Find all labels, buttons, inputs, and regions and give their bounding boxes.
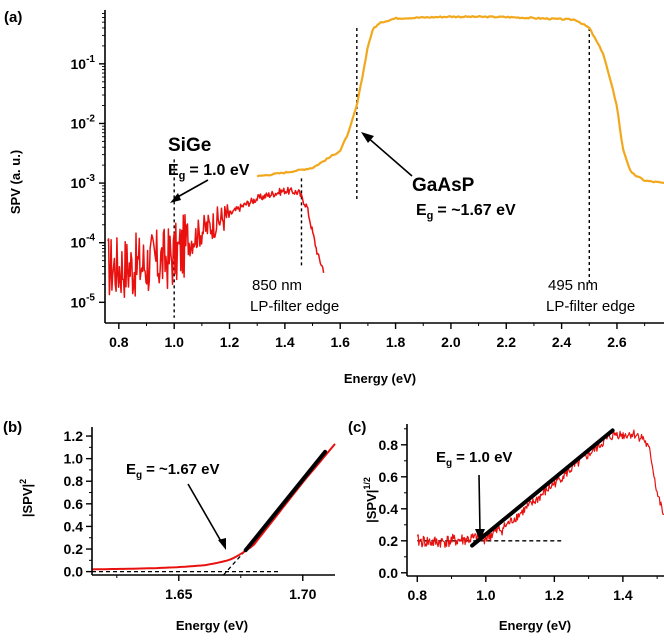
gaasp-arrow [365, 135, 413, 177]
filter-495-label: 495 nm [548, 277, 598, 294]
filter-495-text: LP-filter edge [546, 298, 635, 315]
sige-arrowhead [170, 193, 181, 203]
x-tick-label: 1.4 [613, 587, 633, 603]
panel-c: (c) 0.8 1.0 1.2 1.4 0.0 0.2 0.4 0.6 0.8 Energy … [348, 419, 664, 633]
x-tick-label: 2.6 [607, 334, 627, 350]
y-tick-label: 1.0 [64, 451, 84, 467]
panel-b-arrowhead [218, 538, 226, 550]
panel-b: (b) 1.65 1.70 0.0 0.2 0.4 0.6 0.8 1.0 1.2 Energ… [3, 419, 336, 633]
fit-extrapolation [222, 549, 247, 576]
sige-eg-label: Eg = 1.0 eV [168, 162, 250, 182]
panel-b-x-ticks: 1.65 1.70 [116, 575, 317, 602]
x-tick-label: 1.8 [386, 334, 406, 350]
panel-b-label: (b) [3, 419, 22, 436]
panel-c-y-ticks: 0.0 0.2 0.4 0.6 0.8 [379, 428, 407, 581]
panel-c-x-ticks: 0.8 1.0 1.2 1.4 [408, 576, 658, 603]
spv-series [107, 15, 664, 299]
x-tick-label: 1.0 [164, 334, 184, 350]
x-tick-label: 2.0 [441, 334, 461, 350]
x-tick-label: 1.70 [289, 586, 316, 602]
x-tick-label: 1.0 [476, 587, 496, 603]
sige-spv-curve [107, 186, 325, 299]
x-tick-label: 0.8 [408, 587, 428, 603]
x-tick-label: 1.65 [165, 586, 192, 602]
panel-c-arrow [478, 474, 481, 533]
y-tick-label: 0.8 [64, 473, 84, 489]
panel-c-arrowhead [475, 529, 485, 541]
y-tick-label: 0.6 [64, 496, 84, 512]
spv-curve [416, 429, 664, 548]
sige-arrow [173, 179, 209, 200]
panel-c-x-axis-label: Energy (eV) [499, 618, 571, 633]
panel-b-eg-label: Eg = ~1.67 eV [126, 461, 220, 481]
panel-b-y-ticks: 0.0 0.2 0.4 0.6 0.8 1.0 1.2 [64, 428, 92, 580]
gaasp-eg-label: Eg = ~1.67 eV [416, 202, 516, 222]
panel-b-y-axis-label: |SPV|2 [18, 479, 35, 517]
gaasp-arrowhead [361, 132, 374, 143]
panel-b-series [91, 443, 336, 571]
panel-a: (a) 0.8 1.0 1.2 1.4 1.6 1.8 2.0 2.2 2.4 2.6 10-51… [4, 9, 664, 386]
x-tick-label: 1.6 [330, 334, 350, 350]
panel-a-x-ticks: 0.8 1.0 1.2 1.4 1.6 1.8 2.0 2.2 2.4 2.6 [109, 323, 646, 350]
panel-a-axes [104, 10, 664, 324]
gaasp-label: GaAsP [412, 175, 475, 196]
x-tick-label: 2.2 [497, 334, 517, 350]
panel-c-y-axis-label: |SPV|1/2 [362, 477, 379, 523]
y-tick-label: 0.2 [64, 541, 84, 557]
panel-c-series [416, 428, 664, 548]
y-tick-label: 0.0 [64, 564, 84, 580]
filter-850-label: 850 nm [252, 277, 302, 294]
x-tick-label: 0.8 [109, 334, 129, 350]
panel-b-axes [91, 427, 335, 576]
panel-b-x-axis-label: Energy (eV) [176, 618, 248, 633]
panel-a-y-axis-label: SPV (a. u.) [8, 150, 23, 214]
panel-c-label: (c) [348, 419, 366, 436]
sige-label: SiGe [168, 135, 211, 156]
y-tick-label: 0.0 [379, 565, 399, 581]
y-tick-label: 0.2 [379, 533, 399, 549]
y-tick-label: 10-4 [71, 233, 96, 251]
filter-850-text: LP-filter edge [250, 298, 339, 315]
linear-fit-line [243, 449, 328, 553]
linear-fit-line [470, 428, 615, 548]
panel-a-x-axis-label: Energy (eV) [344, 371, 416, 386]
gaasp-spv-curve [256, 15, 664, 185]
y-tick-label: 10-2 [71, 113, 96, 131]
panel-a-label: (a) [4, 9, 22, 26]
y-tick-label: 1.2 [64, 428, 84, 444]
y-tick-label: 0.8 [379, 437, 399, 453]
y-tick-label: 0.4 [379, 501, 399, 517]
panel-b-guides [92, 549, 278, 576]
y-tick-label: 0.6 [379, 469, 399, 485]
panel-b-arrow [187, 483, 223, 544]
x-tick-label: 1.2 [545, 587, 565, 603]
panel-c-eg-label: Eg = 1.0 eV [436, 449, 512, 469]
x-tick-label: 1.4 [275, 334, 295, 350]
panel-a-y-ticks: 10-5 10-4 10-3 10-2 10-1 [71, 13, 105, 310]
x-tick-label: 2.4 [552, 334, 572, 350]
panel-c-axes [406, 424, 664, 577]
y-tick-label: 0.4 [64, 518, 84, 534]
y-tick-label: 10-1 [71, 54, 96, 72]
y-tick-label: 10-3 [71, 173, 96, 191]
x-tick-label: 1.2 [220, 334, 240, 350]
y-tick-label: 10-5 [71, 292, 96, 310]
